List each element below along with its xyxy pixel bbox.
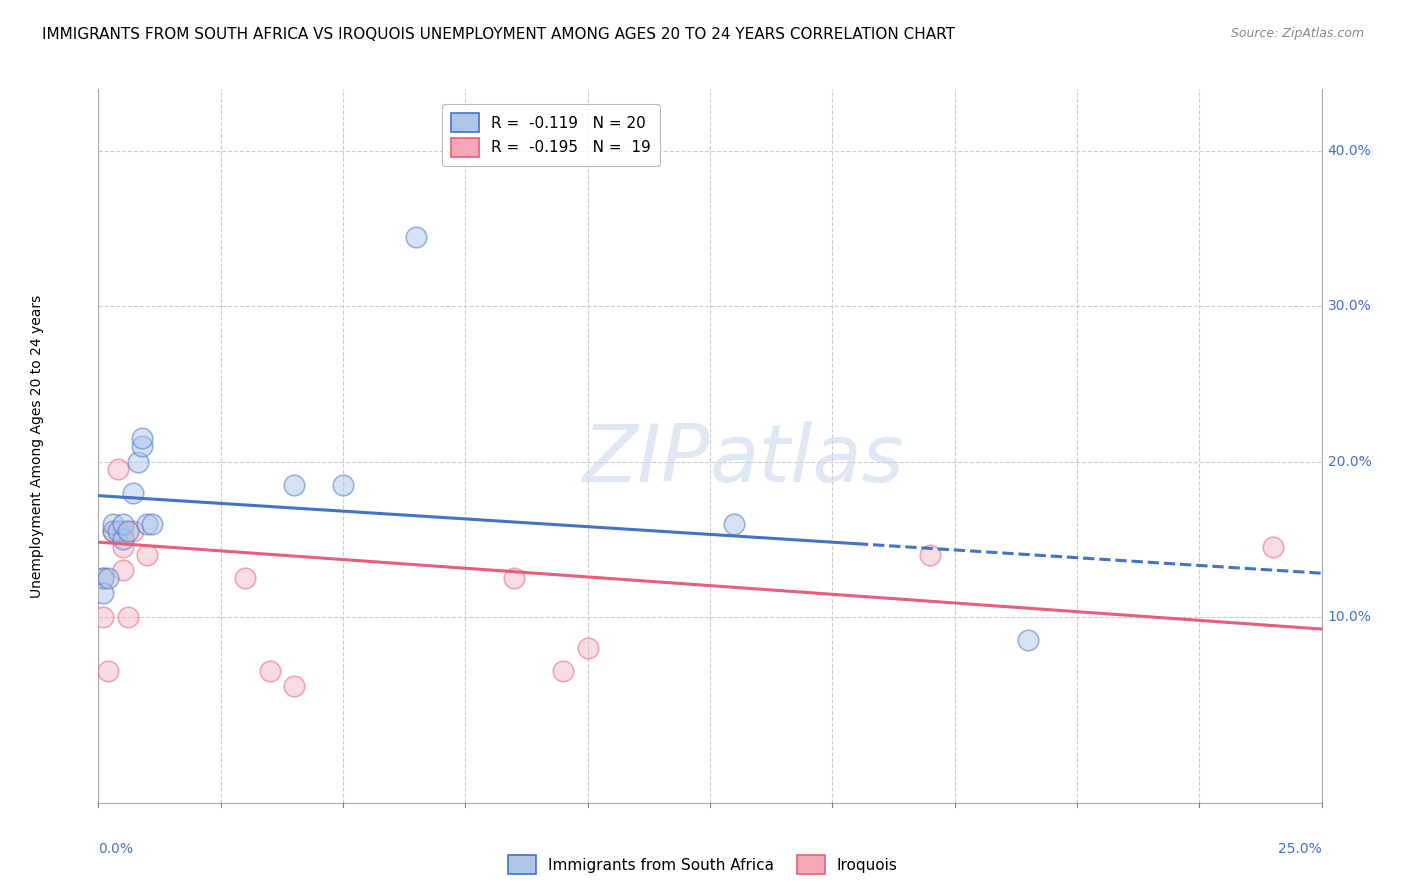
Point	[101, 524, 124, 539]
Point	[97, 571, 120, 585]
Point	[723, 516, 745, 531]
Point	[111, 532, 134, 546]
Legend: R =  -0.119   N = 20, R =  -0.195   N =  19: R = -0.119 N = 20, R = -0.195 N = 19	[441, 104, 659, 166]
Point	[111, 540, 134, 554]
Point	[920, 548, 942, 562]
Text: 0.0%: 0.0%	[98, 841, 134, 855]
Point	[1017, 632, 1039, 647]
Point	[136, 516, 159, 531]
Point	[283, 477, 305, 491]
Point	[405, 229, 427, 244]
Text: Unemployment Among Ages 20 to 24 years: Unemployment Among Ages 20 to 24 years	[31, 294, 44, 598]
Point	[117, 609, 139, 624]
Point	[111, 516, 134, 531]
Point	[141, 516, 163, 531]
Point	[101, 524, 124, 539]
Text: Source: ZipAtlas.com: Source: ZipAtlas.com	[1230, 27, 1364, 40]
Text: ZIP: ZIP	[582, 421, 710, 500]
Point	[91, 571, 114, 585]
Text: 25.0%: 25.0%	[1278, 841, 1322, 855]
Point	[127, 454, 149, 468]
Point	[136, 548, 159, 562]
Text: 40.0%: 40.0%	[1327, 145, 1371, 158]
Point	[283, 680, 305, 694]
Legend: Immigrants from South Africa, Iroquois: Immigrants from South Africa, Iroquois	[502, 849, 904, 880]
Point	[332, 477, 354, 491]
Point	[117, 524, 139, 539]
Point	[121, 485, 143, 500]
Text: 20.0%: 20.0%	[1327, 455, 1371, 468]
Point	[107, 524, 129, 539]
Point	[131, 431, 153, 445]
Point	[107, 462, 129, 476]
Point	[91, 586, 114, 600]
Point	[131, 439, 153, 453]
Point	[121, 524, 143, 539]
Text: 10.0%: 10.0%	[1327, 609, 1372, 624]
Point	[503, 571, 526, 585]
Text: IMMIGRANTS FROM SOUTH AFRICA VS IROQUOIS UNEMPLOYMENT AMONG AGES 20 TO 24 YEARS : IMMIGRANTS FROM SOUTH AFRICA VS IROQUOIS…	[42, 27, 955, 42]
Point	[1261, 540, 1284, 554]
Point	[111, 563, 134, 577]
Point	[91, 609, 114, 624]
Point	[91, 571, 114, 585]
Text: 30.0%: 30.0%	[1327, 300, 1371, 313]
Point	[576, 640, 599, 655]
Point	[553, 664, 575, 678]
Text: atlas: atlas	[710, 421, 905, 500]
Point	[111, 524, 134, 539]
Point	[259, 664, 281, 678]
Point	[233, 571, 256, 585]
Point	[101, 516, 124, 531]
Point	[97, 664, 120, 678]
